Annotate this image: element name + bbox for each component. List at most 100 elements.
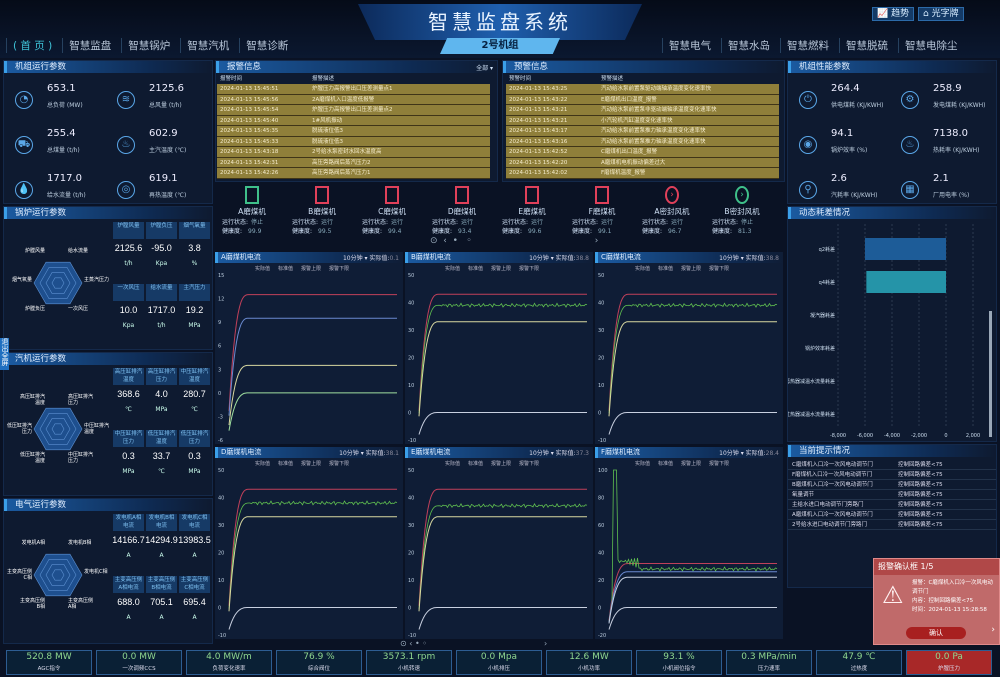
nav-item[interactable]: 智慧汽机 bbox=[180, 38, 235, 53]
chart-pager[interactable]: ⊙ ‹ • ◦ › bbox=[400, 639, 548, 648]
param-header: 给水流量 bbox=[146, 284, 177, 301]
table-row[interactable]: 2024-01-13 15:45:54 炉膛压力高报警出口压差测量点2 bbox=[217, 105, 490, 116]
row-time: 2024-01-13 15:43:22 bbox=[509, 96, 568, 103]
radar-label: 炉膛负压 bbox=[24, 306, 45, 312]
plug-icon: ⏻ bbox=[799, 91, 817, 109]
health-label: 健康度: bbox=[292, 228, 313, 235]
param-header: 炉膛风量 bbox=[113, 222, 144, 239]
legend-item: 标准值 bbox=[278, 266, 294, 272]
y-tick-label: -6 bbox=[218, 438, 223, 444]
nav-item[interactable]: 智慧电气 bbox=[662, 38, 717, 53]
prompt-row[interactable]: 氧量调节 控制回路偏差<75 bbox=[788, 490, 996, 500]
exit-fullscreen-tab[interactable]: 退出全屏 bbox=[0, 338, 9, 370]
row-desc: 汽动给水泵前置泵非驱动端轴承温度变化速率快 bbox=[601, 107, 717, 113]
confirm-button[interactable]: 确认 bbox=[906, 627, 966, 639]
prompt-row[interactable]: A磨煤机入口冷一次风电动调节门 控制回路偏差<75 bbox=[788, 510, 996, 520]
prompt-text: 控制回路偏差<75 bbox=[898, 502, 943, 508]
table-row[interactable]: 2024-01-13 15:45:40 1#风机振动 bbox=[217, 115, 490, 126]
radar-ring bbox=[33, 407, 83, 451]
param-value: 705.1 bbox=[150, 597, 173, 607]
table-row[interactable]: 2024-01-13 15:42:52 C磨煤机出口温度_报警 bbox=[506, 147, 779, 158]
prompt-row[interactable]: F磨煤机入口冷一次风电动调节门 控制回路偏差<75 bbox=[788, 470, 996, 480]
alarm-filter-dropdown[interactable]: 全部 ▾ bbox=[476, 65, 493, 72]
metric-value: 2125.6 bbox=[149, 83, 184, 94]
table-row[interactable]: 2024-01-13 15:43:17 汽动给水泵前置泵推力轴承温度变化速率快 bbox=[506, 126, 779, 137]
device-card[interactable]: D磨煤机 运行状态: 运行 健康度: 93.4 bbox=[432, 186, 492, 235]
next-arrow-icon[interactable]: › bbox=[991, 625, 995, 635]
prompt-row[interactable]: C磨煤机入口冷一次风电动调节门 控制回路偏差<75 bbox=[788, 460, 996, 470]
tile-label: 炉膛压力 bbox=[937, 666, 960, 672]
health-value: 81.3 bbox=[738, 228, 752, 235]
param-value: 10.0 bbox=[119, 305, 138, 315]
y-tick-label: 20 bbox=[218, 551, 224, 557]
nav-item[interactable]: 智慧诊断 bbox=[239, 38, 294, 53]
current-chart: F磨煤机电流 10分钟 ▾ 实际值:28.4 实际值 标准值 报警上限 报警下限 -20 0 2… bbox=[595, 447, 783, 639]
prompt-row[interactable]: 主给水进口电动调节门旁路门 控制回路偏差<75 bbox=[788, 500, 996, 510]
metric-item: 💧 1717.0 给水流量 (t/h) bbox=[7, 173, 107, 213]
period-dropdown[interactable]: 10分钟 bbox=[529, 450, 549, 457]
table-row[interactable]: 2024-01-13 15:43:18 2号给水泵密封水回水温度高 bbox=[217, 147, 490, 158]
table-row[interactable]: 2024-01-13 15:45:35 脱硫液位低3 bbox=[217, 126, 490, 137]
series-line bbox=[418, 302, 588, 414]
prompt-text: 控制回路偏差<75 bbox=[898, 462, 943, 468]
device-card[interactable]: A磨煤机 运行状态: 停止 健康度: 99.9 bbox=[222, 186, 282, 235]
table-row[interactable]: 2024-01-13 15:45:33 脱硫液位低3 bbox=[217, 136, 490, 147]
device-card[interactable]: F磨煤机 运行状态: 运行 健康度: 99.1 bbox=[572, 186, 632, 235]
annunciator-button[interactable]: ⌂ 光字牌 bbox=[918, 7, 964, 21]
table-row[interactable]: 2024-01-13 15:43:22 E磨煤机出口温度_报警 bbox=[506, 94, 779, 105]
y-tick-label: -10 bbox=[408, 438, 416, 444]
period-dropdown[interactable]: 10分钟 bbox=[719, 255, 739, 262]
nav-item[interactable]: 智慧监盘 bbox=[62, 38, 117, 53]
table-row[interactable]: 2024-01-13 15:43:21 汽动给水泵前置泵非驱动端轴承温度变化速率快 bbox=[506, 105, 779, 116]
metric-label: 热耗率 (KJ/KWH) bbox=[933, 147, 980, 154]
param-grid: 炉膛风量 炉膛负压 烟气氧量 2125.6 -95.0 3.8 t/h Kpa% 一次风压 给水流… bbox=[112, 222, 211, 346]
table-row[interactable]: 2024-01-13 15:42:26 高压旁路阀后蒸汽压力1 bbox=[217, 168, 490, 179]
nav-item[interactable]: 智慧电除尘 bbox=[898, 38, 964, 53]
y-tick-label: 10 bbox=[408, 383, 414, 389]
table-row[interactable]: 2024-01-13 15:43:25 汽动给水泵前置泵驱动端轴承温度变化速率快 bbox=[506, 84, 779, 95]
metric-item: ⏻ 264.4 供电煤耗 (KJ/KWH) bbox=[791, 83, 891, 123]
trend-button[interactable]: 📈 趋势 bbox=[872, 7, 915, 21]
prompt-row[interactable]: 2号给水进口电动调节门旁路门 控制回路偏差<75 bbox=[788, 520, 996, 530]
nav-item[interactable]: 智慧脱硫 bbox=[839, 38, 894, 53]
device-card[interactable]: › A密封风机 运行状态: 运行 健康度: 96.7 bbox=[642, 186, 702, 235]
device-status-row: 运行状态: 运行 bbox=[292, 217, 352, 226]
device-card[interactable]: C磨煤机 运行状态: 运行 健康度: 99.4 bbox=[362, 186, 422, 235]
table-row[interactable]: 2024-01-13 15:43:16 汽动给水泵前置泵推力轴承温度变化速率快 bbox=[506, 136, 779, 147]
chart-title: D磨煤机电流 bbox=[215, 447, 403, 458]
scrollbar[interactable] bbox=[989, 311, 992, 437]
series-line bbox=[228, 392, 397, 431]
table-row[interactable]: 2024-01-13 15:43:21 小汽轮机汽缸温度变化速率快 bbox=[506, 115, 779, 126]
prompt-row[interactable]: B磨煤机入口冷一次风电动调节门 控制回路偏差<75 bbox=[788, 480, 996, 490]
series-line bbox=[418, 607, 587, 630]
nav-item[interactable]: 智慧锅炉 bbox=[121, 38, 176, 53]
metric-label: 供电煤耗 (KJ/KWH) bbox=[831, 102, 884, 109]
current-chart: D磨煤机电流 10分钟 ▾ 实际值:38.1 实际值 标准值 报警上限 报警下限 -10 0 1… bbox=[215, 447, 403, 639]
metric-label: 再热温度 (℃) bbox=[149, 192, 187, 199]
radar-label: 主变高压侧A相 bbox=[68, 598, 94, 610]
param-unit: A bbox=[126, 614, 131, 621]
fan-icon: › bbox=[665, 186, 679, 204]
device-pager[interactable]: ⊙ ‹ • ◦ › bbox=[430, 236, 599, 246]
device-card[interactable]: E磨煤机 运行状态: 运行 健康度: 99.6 bbox=[502, 186, 562, 235]
tile-label: 小机功率 bbox=[577, 666, 600, 672]
nav-item[interactable]: 智慧水岛 bbox=[721, 38, 776, 53]
device-card[interactable]: › B密封风机 运行状态: 停止 健康度: 81.3 bbox=[712, 186, 772, 235]
spacer bbox=[178, 625, 211, 638]
period-dropdown[interactable]: 10分钟 bbox=[529, 255, 549, 262]
table-row[interactable]: 2024-01-13 15:45:56 2A磨煤机入口温度低报警 bbox=[217, 94, 490, 105]
table-row[interactable]: 2024-01-13 15:42:31 高压旁路阀后蒸汽压力2 bbox=[217, 157, 490, 168]
device-card[interactable]: B磨煤机 运行状态: 运行 健康度: 99.5 bbox=[292, 186, 352, 235]
table-row[interactable]: 2024-01-13 15:45:51 炉膛压力高报警出口压差测量点1 bbox=[217, 84, 490, 95]
table-row[interactable]: 2024-01-13 15:42:02 F磨煤机温度_报警 bbox=[506, 168, 779, 179]
unit-selector[interactable]: 2号机组 bbox=[440, 38, 560, 54]
period-dropdown[interactable]: 10分钟 bbox=[719, 450, 739, 457]
radar-chart bbox=[33, 261, 83, 305]
nav-item[interactable]: ( 首 页 ) bbox=[6, 38, 58, 53]
radar-ring bbox=[33, 261, 83, 305]
period-dropdown[interactable]: 10分钟 bbox=[342, 255, 363, 262]
table-row[interactable]: 2024-01-13 15:42:20 A磨煤机电机振动偏差过大 bbox=[506, 157, 779, 168]
nav-item[interactable]: 智慧燃料 bbox=[780, 38, 835, 53]
period-dropdown[interactable]: 10分钟 bbox=[339, 450, 359, 457]
status-tile: 4.0 MW/m 负荷变化速率 bbox=[186, 650, 272, 675]
